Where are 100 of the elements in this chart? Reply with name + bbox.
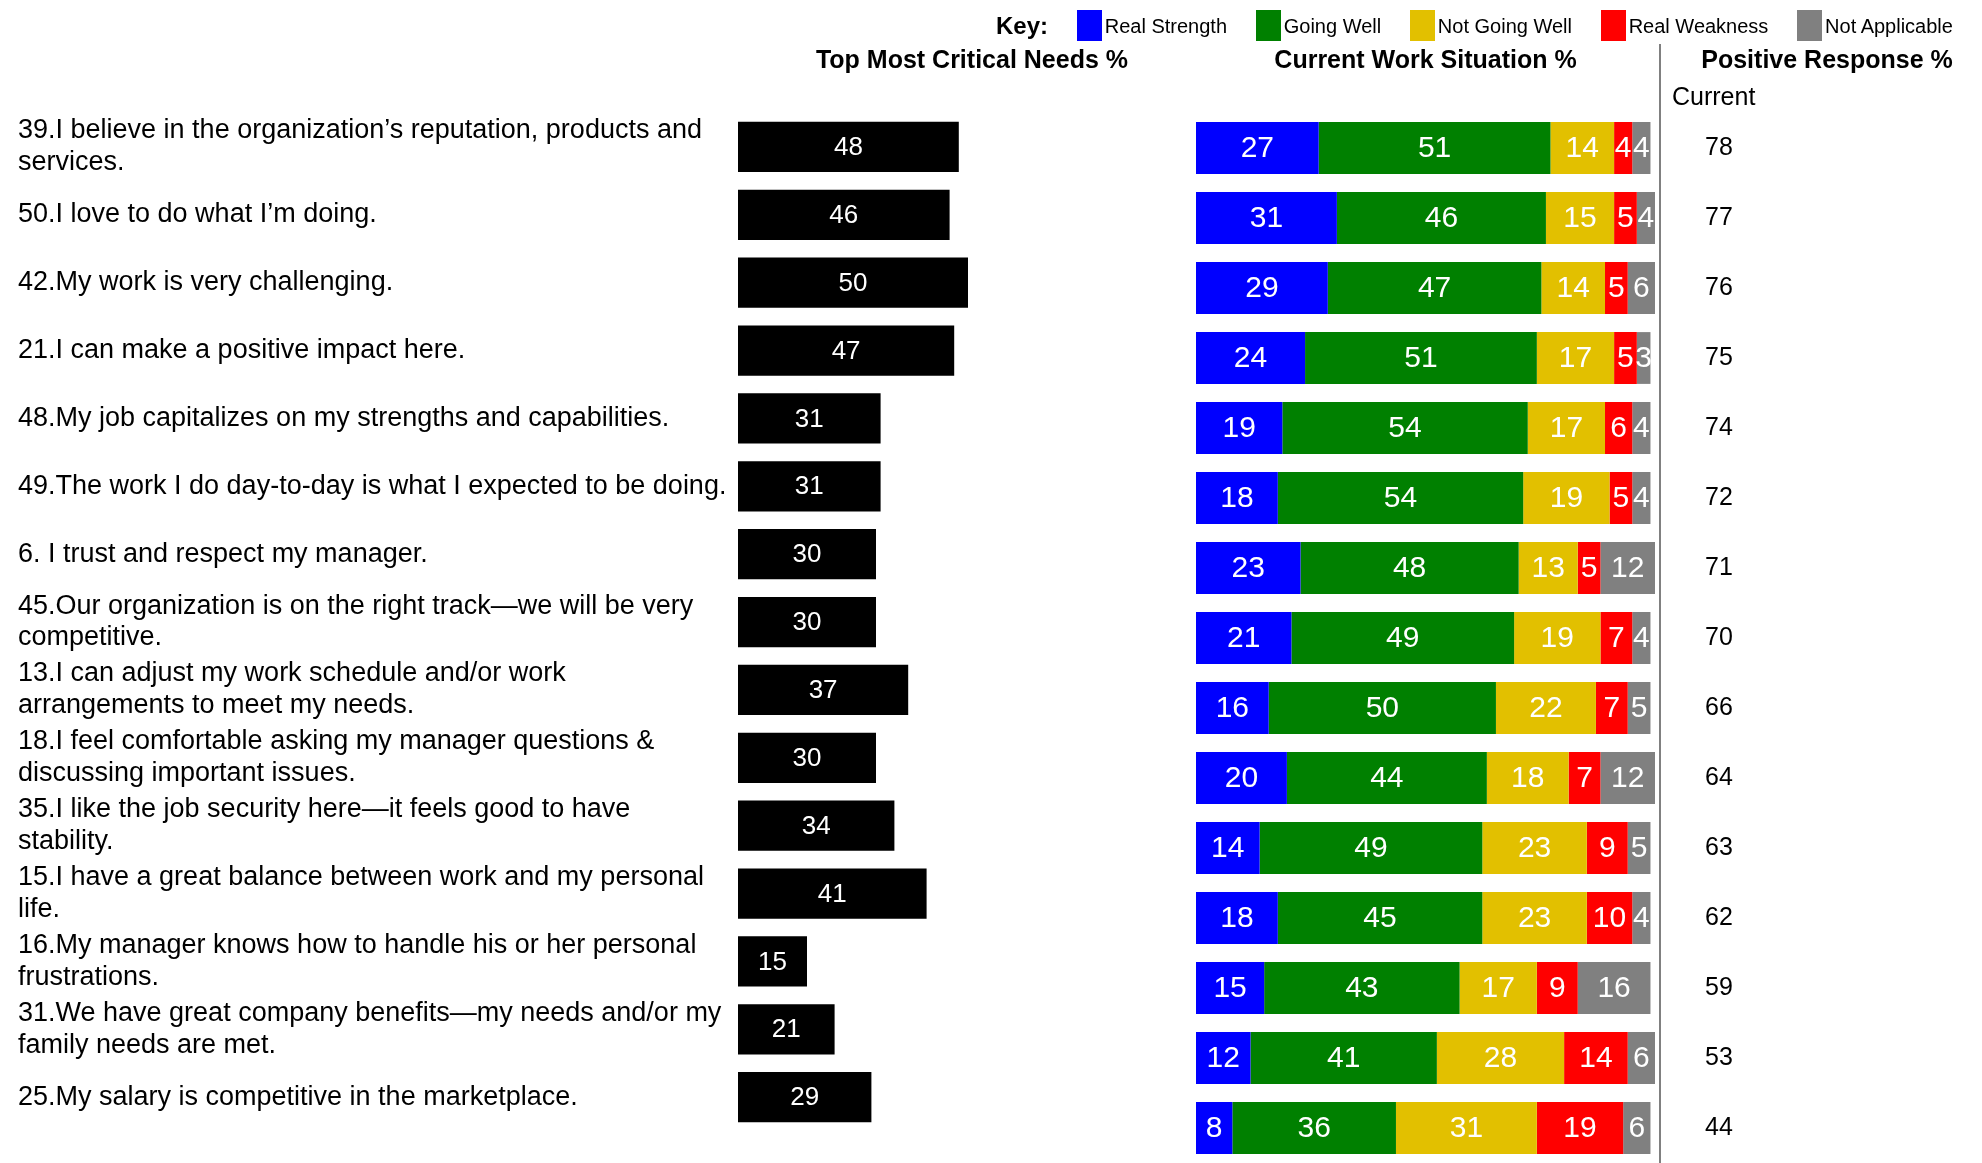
data-label: 44 (1705, 1111, 1733, 1140)
data-label: 64 (1705, 761, 1733, 790)
data-label: 8 (1205, 1110, 1223, 1144)
bar (738, 664, 909, 716)
data-label: 44 (1370, 760, 1404, 794)
bar (1541, 262, 1606, 314)
data-label: 30 (792, 606, 822, 637)
data-label: 51 (1404, 340, 1438, 374)
data-label: 5 (1630, 830, 1648, 864)
data-label: 41 (817, 877, 847, 908)
bar (1518, 542, 1578, 594)
bar (1586, 822, 1628, 874)
bar (1600, 612, 1633, 664)
y-tick-label: 45.Our organization is on the right track—we will be very competitive. (18, 589, 694, 652)
legend-title: Key: (996, 10, 1049, 41)
bar (1300, 542, 1519, 594)
data-label: 36 (1297, 1110, 1331, 1144)
data-label: 31 (794, 402, 824, 433)
bar (1545, 192, 1615, 244)
bar (1482, 892, 1587, 944)
data-label: 18 (1220, 480, 1254, 514)
data-label: 31 (794, 470, 824, 501)
bar (1282, 402, 1528, 454)
data-label: 4 (1633, 130, 1650, 164)
data-label: 23 (1517, 900, 1552, 934)
data-label: 29 (1245, 270, 1279, 304)
data-label: 63 (1705, 831, 1733, 860)
y-tick-label: 35.I like the job security here—it feels good to have stability. (18, 793, 631, 856)
legend-label: Not Applicable (1825, 13, 1953, 38)
bar (1600, 542, 1655, 594)
data-label: 18 (1220, 900, 1254, 934)
bar (1327, 262, 1542, 314)
bar (1196, 1032, 1251, 1084)
bar (1250, 1032, 1437, 1084)
data-label: 5 (1612, 480, 1630, 514)
data-label: 19 (1540, 620, 1574, 654)
bar (738, 393, 881, 444)
bar (1536, 332, 1615, 384)
bar (1564, 1032, 1628, 1084)
legend-label: Real Strength (1104, 13, 1228, 38)
bar (738, 936, 807, 987)
data-label: 51 (1417, 130, 1452, 164)
data-label: 17 (1558, 340, 1593, 374)
text: Positive Response % (1701, 44, 1953, 73)
bar (738, 189, 950, 240)
data-label: 4 (1633, 900, 1650, 934)
data-label: 19 (1563, 1110, 1597, 1144)
data-label: 49 (1386, 620, 1420, 654)
data-label: 31 (1449, 1110, 1484, 1144)
bar (1482, 822, 1587, 874)
data-label: 15 (1213, 970, 1247, 1004)
bar (738, 596, 876, 648)
bar (1268, 682, 1496, 734)
data-label: 31 (1249, 200, 1284, 234)
bar (738, 800, 895, 851)
y-tick-label: 39.I believe in the organization’s reputation, products and services. (18, 114, 702, 177)
data-label: 17 (1549, 410, 1584, 444)
bar (1196, 822, 1260, 874)
y-tick-label: 49.The work I do day-to-day is what I expected to be doing. (18, 469, 727, 500)
data-label: 18 (1511, 760, 1545, 794)
bar (1486, 752, 1569, 804)
bar (1196, 892, 1278, 944)
data-label: 4 (1614, 130, 1632, 164)
y-tick-label: 13.I can adjust my work schedule and/or work arrangements to meet my needs. (18, 657, 567, 720)
data-label: 19 (1222, 410, 1256, 444)
data-label: 20 (1224, 760, 1259, 794)
data-label: 12 (1611, 760, 1645, 794)
bar (1336, 192, 1546, 244)
bar (1196, 472, 1278, 524)
data-label: 6 (1628, 1110, 1646, 1144)
data-label: 6 (1633, 1040, 1650, 1074)
bar (1495, 682, 1596, 734)
bar (738, 121, 959, 173)
data-label: 13 (1531, 550, 1565, 584)
y-tick-label: 48.My job capitalizes on my strengths and capabilities. (18, 401, 670, 432)
data-label: 5 (1630, 690, 1648, 724)
data-label: 16 (1215, 690, 1250, 724)
bar (1232, 1102, 1396, 1154)
bar (738, 1004, 835, 1055)
data-label: 15 (1563, 200, 1597, 234)
data-label: 22 (1529, 690, 1563, 724)
data-label: 78 (1705, 131, 1733, 160)
y-tick-label: 21.I can make a positive impact here. (18, 334, 466, 365)
data-label: 62 (1705, 901, 1733, 930)
bar (738, 325, 955, 376)
data-label: 4 (1637, 200, 1655, 234)
data-label: 70 (1705, 621, 1733, 650)
data-label: 50 (838, 266, 868, 297)
data-label: 4 (1633, 410, 1650, 444)
bar (1395, 1102, 1537, 1154)
y-tick-label: 31.We have great company benefits—my needs and/or my family needs are met. (18, 996, 722, 1059)
data-label: 14 (1211, 830, 1245, 864)
data-label: 48 (833, 131, 863, 162)
legend-label: Not Going Well (1437, 13, 1572, 38)
data-label: 66 (1705, 691, 1733, 720)
bar (1523, 472, 1610, 524)
bar (1196, 332, 1306, 384)
bar (738, 1072, 872, 1123)
y-tick-label: 18.I feel comfortable asking my manager questions & discussing important issues. (18, 725, 655, 788)
data-label: 10 (1592, 900, 1627, 934)
